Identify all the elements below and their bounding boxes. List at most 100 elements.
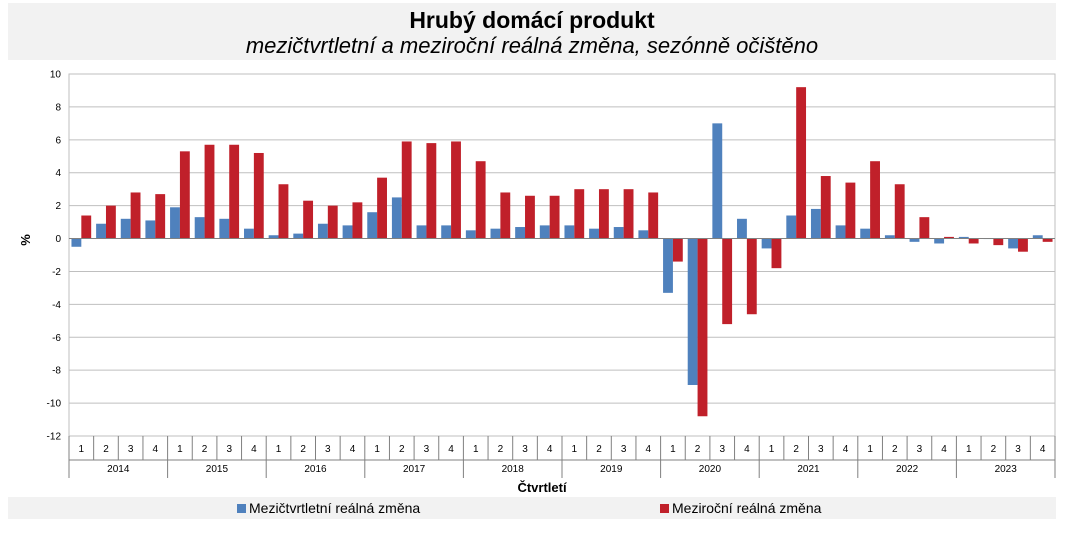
bar-qoq [268,235,279,239]
y-tick-label: -10 [47,399,62,410]
quarter-label: 2 [695,444,701,455]
quarter-label: 3 [128,444,134,455]
quarter-label: 4 [152,444,158,455]
bar-yoy [155,194,166,239]
bar-yoy [278,184,289,239]
y-axis-label: % [18,234,33,246]
bar-qoq [810,208,821,239]
legend-item-yoy: Meziroční reálná změna [660,500,821,516]
bar-yoy [204,144,215,239]
bar-yoy [919,217,930,239]
year-label: 2016 [304,464,327,475]
bar-yoy [746,238,757,315]
bar-yoy [549,195,560,239]
bar-qoq [835,225,846,239]
bar-yoy [475,161,486,239]
bar-yoy [574,189,585,239]
bar-qoq [391,197,402,239]
quarter-label: 4 [448,444,454,455]
bar-yoy [870,161,880,239]
legend-swatch-qoq [237,503,246,513]
bar-qoq [293,233,304,239]
bar-yoy [500,192,511,239]
bar-qoq [244,228,254,239]
legend-swatch-yoy [660,503,669,513]
y-tick-label: 6 [55,135,61,146]
x-axis: 1 2 3 4 1 2 3 4 1 2 3 4 1 2 3 4 1 2 3 4 1 2 3 4 1 2 3 4 1 2 3 4 1 2 3 4 1 2 3 4… [68,436,1056,478]
bar-yoy [81,215,92,239]
bar-yoy [771,238,782,269]
quarter-label: 2 [399,444,405,455]
chart-subtitle: mezičtvrtletní a meziroční reálná změna,… [245,33,819,58]
bar-yoy [968,238,979,244]
bar-qoq [515,227,526,239]
bar-yoy [796,87,807,239]
bar-qoq [1032,235,1043,239]
y-tick-label: -6 [52,333,61,344]
quarter-label: 1 [867,444,873,455]
bar-yoy [598,189,609,239]
bars [69,87,1055,417]
bar-qoq [317,223,328,239]
quarter-label: 4 [941,444,947,455]
bar-qoq [884,235,895,239]
quarter-label: 2 [892,444,898,455]
bar-yoy [179,151,190,239]
bar-qoq [786,215,797,239]
y-tick-label: 4 [55,168,61,179]
bar-yoy [623,189,634,239]
quarter-label: 4 [547,444,553,455]
bar-qoq [860,228,871,239]
year-label: 2022 [896,464,919,475]
bar-yoy [105,205,116,239]
quarter-label: 2 [202,444,208,455]
bar-qoq [589,228,599,239]
quarter-label: 2 [991,444,997,455]
bar-qoq [564,225,575,239]
bar-qoq [663,238,673,293]
bar-yoy [820,176,831,239]
bar-qoq [71,238,82,247]
y-tick-label: 8 [55,102,61,113]
quarter-label: 2 [498,444,504,455]
bar-qoq [367,212,378,239]
plot-border [68,73,1056,437]
quarter-label: 3 [719,444,725,455]
bar-qoq [465,230,476,239]
bar-yoy [327,205,338,239]
bar-yoy [722,238,733,325]
quarter-label: 3 [621,444,627,455]
bar-yoy [451,141,461,239]
bar-yoy [130,192,141,239]
gridlines [68,73,1056,437]
year-label: 2018 [502,464,525,475]
year-label: 2015 [206,464,229,475]
bar-qoq [342,225,353,239]
quarter-label: 1 [670,444,676,455]
y-tick-label: -4 [52,300,61,311]
quarter-label: 4 [251,444,257,455]
bar-yoy [401,141,412,239]
quarter-label: 1 [473,444,479,455]
bar-qoq [194,217,205,239]
bar-qoq [737,218,747,239]
bar-yoy [303,200,314,239]
y-tick-label: -8 [52,366,61,377]
bar-qoq [712,123,723,239]
bar-yoy [229,144,240,239]
bar-yoy [672,238,683,262]
bar-qoq [441,225,452,239]
quarter-label: 3 [1015,444,1021,455]
quarter-label: 4 [744,444,750,455]
bar-yoy [377,177,387,239]
bar-qoq [909,238,920,242]
quarter-label: 3 [424,444,430,455]
bar-qoq [170,207,180,239]
y-axis-ticks: 10 8 6 4 2 0 -2 -4 -6 -8 -10 -12 [47,70,62,443]
quarter-label: 1 [572,444,578,455]
year-label: 2020 [699,464,722,475]
quarter-label: 1 [177,444,183,455]
bar-qoq [96,223,106,239]
bar-yoy [697,238,708,417]
year-label: 2014 [107,464,130,475]
